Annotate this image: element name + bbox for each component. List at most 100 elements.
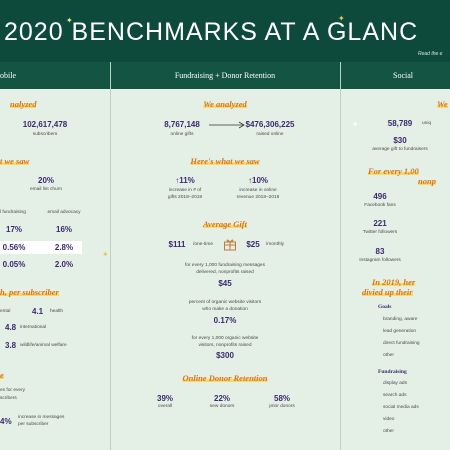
stat-label: other — [383, 429, 394, 434]
stat-value: 0.17% — [213, 316, 237, 325]
stat-label: search ads — [383, 393, 407, 398]
stat-label: /monthly — [265, 242, 285, 247]
section-heading: Average Gift — [203, 219, 247, 229]
stat-label: subscribers — [32, 132, 58, 137]
stat-label: other — [383, 353, 394, 358]
column-bar — [0, 62, 450, 89]
stat-value: 2.8% — [54, 243, 74, 252]
stat-label: /one-time — [193, 242, 213, 247]
read-link[interactable]: Read the e — [418, 51, 443, 57]
stat-value: 3.8 — [5, 341, 17, 350]
stat-value: 22% — [213, 394, 231, 403]
stat-value: 58% — [273, 394, 291, 403]
stat-label: Instagram followers — [359, 258, 401, 263]
stat-label: average gift to fundraisers — [372, 147, 428, 152]
section-heading: In 2019, her — [372, 277, 416, 287]
gift-icon — [224, 239, 236, 251]
stat-value: 0.05% — [2, 260, 26, 269]
stat-label: increase in online — [239, 188, 277, 193]
section-heading: h, per subscriber — [0, 287, 59, 297]
column-title: obile — [0, 71, 16, 80]
star: ✦ — [102, 250, 109, 259]
stat-value: $30 — [393, 136, 407, 145]
star: ✦ — [66, 16, 73, 25]
stat-label: wildlife/animal welfare — [20, 343, 67, 348]
stat-value: ↑11% — [175, 176, 195, 185]
stat-label: health — [50, 309, 64, 314]
stat-label: delivered, nonprofits raised — [196, 270, 254, 275]
stat-label: new donors — [209, 404, 235, 409]
stat-label: international — [20, 325, 47, 330]
highlight-row — [0, 241, 82, 254]
stat-label: lead generation — [383, 329, 417, 334]
stat-label: social media ads — [383, 405, 419, 410]
stat-value: 4.1 — [32, 307, 44, 316]
stat-label: prior donors — [269, 404, 295, 409]
stat-value: 17% — [5, 225, 23, 234]
stat-label: revenue 2018–2019 — [236, 195, 280, 200]
separator — [340, 62, 341, 450]
stat-value: 8,767,148 — [164, 120, 200, 129]
stat-label: for every 1,000 fundraising messages — [185, 263, 265, 268]
stat-label: who make a donation — [202, 307, 248, 312]
section-heading: Here's what we saw — [190, 156, 260, 166]
stat-value: $111 — [168, 240, 186, 249]
section-heading: e — [0, 370, 4, 380]
stat-label: display ads — [383, 381, 407, 386]
section-heading: divied up their — [362, 287, 413, 297]
stat-value: $300 — [216, 351, 234, 360]
stat-value: 20% — [37, 176, 55, 185]
stat-label: email list churn — [30, 187, 62, 192]
column-title: Fundraising + Donor Retention — [174, 71, 276, 80]
stat-label: video — [383, 417, 395, 422]
stat-value: 83 — [375, 247, 385, 256]
title: 2020 BENCHMARKS AT A GLANC — [4, 18, 419, 46]
star: ✦ — [338, 14, 345, 23]
stat-value: 16% — [55, 225, 73, 234]
stat-value: $45 — [218, 279, 232, 288]
stat-label: branding, aware — [383, 317, 418, 322]
stat-label: percent of organic website visitors — [188, 300, 262, 305]
stat-value: 39% — [156, 394, 174, 403]
arrow — [209, 121, 245, 129]
section-heading: Online Donor Retention — [182, 373, 268, 383]
stat-label: email advocacy — [47, 210, 81, 215]
stat-label: online gifts — [170, 132, 194, 137]
stat-label: for every 1,000 organic website — [191, 336, 259, 341]
star: ✦ — [352, 120, 359, 129]
stat-label: Twitter followers — [362, 230, 398, 235]
stat-label: overall — [157, 404, 173, 409]
stat-label: Facebook fans — [364, 203, 396, 208]
stat-label: raised online — [256, 132, 284, 137]
section-heading: We analyzed — [203, 99, 247, 109]
subheading: Fundraising — [378, 369, 407, 375]
stat-label: per subscriber — [18, 422, 49, 427]
stat-label: direct fundraising — [383, 341, 420, 346]
section-heading: t we saw — [0, 156, 30, 166]
section-heading: nalyzed — [10, 99, 37, 109]
stat-value: 4.8 — [5, 323, 17, 332]
stat-label: gifts 2018–2019 — [167, 195, 203, 200]
stat-label: scribers — [0, 396, 17, 401]
stat-value: 102,617,478 — [22, 120, 68, 129]
section-heading: We — [437, 99, 448, 109]
stat-value: 2.0% — [54, 260, 74, 269]
stat-value: 4% — [0, 417, 12, 426]
stat-value: $25 — [246, 240, 260, 249]
stat-label: visitors, nonprofits raised — [198, 343, 252, 348]
stat-value: 0.56% — [2, 243, 26, 252]
stat-label: es for every — [0, 388, 26, 393]
section-heading: For every 1,00 — [368, 166, 419, 176]
stat-value: 221 — [373, 219, 387, 228]
stat-label: uniq — [422, 121, 432, 126]
stat-value: 496 — [373, 192, 387, 201]
subheading: Goals — [378, 304, 392, 310]
stat-label: increase in # of — [168, 188, 202, 193]
stat-label: increase in messages — [18, 415, 65, 420]
stat-value: ↑10% — [247, 176, 269, 185]
column-title: Social — [393, 71, 413, 80]
section-heading: nonp — [418, 176, 436, 186]
stat-value: 58,789 — [387, 119, 413, 128]
stat-label: ental — [0, 309, 11, 314]
